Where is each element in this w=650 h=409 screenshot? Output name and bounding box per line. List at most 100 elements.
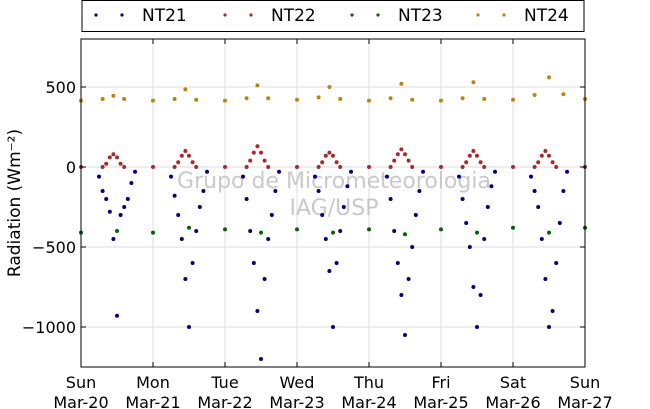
y-tick-label: 0 bbox=[66, 158, 76, 177]
data-point bbox=[262, 158, 267, 163]
x-tick-label-day: Sat bbox=[500, 373, 526, 392]
data-point bbox=[151, 230, 155, 235]
grid bbox=[81, 39, 585, 367]
data-point bbox=[399, 147, 404, 152]
data-point bbox=[125, 197, 130, 201]
data-point bbox=[187, 153, 191, 158]
data-point bbox=[478, 160, 483, 165]
data-point bbox=[320, 160, 325, 165]
x-tick-label-day: Mon bbox=[136, 373, 170, 392]
legend-label: NT23 bbox=[398, 6, 443, 26]
data-point bbox=[439, 165, 443, 169]
data-point bbox=[115, 155, 119, 160]
x-tick-label-date: Mar-23 bbox=[269, 393, 324, 409]
data-point bbox=[244, 165, 249, 169]
x-tick-label-day: Fri bbox=[431, 373, 450, 392]
data-point bbox=[482, 165, 487, 169]
data-point bbox=[277, 169, 281, 174]
data-point bbox=[406, 277, 411, 281]
data-point bbox=[104, 161, 109, 166]
series-NT23 bbox=[79, 225, 587, 237]
data-point bbox=[172, 97, 177, 101]
data-point bbox=[259, 150, 263, 155]
legend-label: NT22 bbox=[271, 6, 316, 26]
y-axis-label: Radiation (Wm⁻²) bbox=[5, 129, 25, 277]
data-point bbox=[367, 98, 371, 103]
data-point bbox=[244, 96, 249, 101]
data-point bbox=[118, 213, 123, 217]
data-point bbox=[244, 197, 249, 201]
data-point bbox=[532, 165, 537, 169]
data-point bbox=[269, 213, 274, 217]
watermark-line-2: IAG/USP bbox=[290, 196, 379, 221]
data-point bbox=[194, 165, 199, 169]
legend-marker bbox=[502, 13, 506, 17]
data-point bbox=[323, 237, 328, 241]
data-point bbox=[399, 81, 404, 86]
data-point bbox=[331, 325, 335, 329]
data-point bbox=[439, 98, 443, 103]
data-point bbox=[536, 205, 541, 209]
data-point bbox=[320, 213, 325, 217]
data-point bbox=[179, 237, 184, 241]
data-point bbox=[388, 165, 393, 169]
data-point bbox=[151, 98, 155, 103]
data-point bbox=[223, 227, 227, 232]
y-tick-label: −1000 bbox=[22, 318, 76, 337]
data-point bbox=[529, 174, 533, 179]
data-point bbox=[115, 313, 119, 318]
x-tick-label-date: Mar-24 bbox=[341, 393, 396, 409]
data-point bbox=[482, 97, 487, 101]
legend: NT21 NT22 NT23 NT24 bbox=[94, 6, 569, 26]
x-tick-label-date: Mar-25 bbox=[413, 393, 468, 409]
data-point bbox=[403, 333, 407, 337]
data-point bbox=[485, 205, 490, 209]
data-point bbox=[111, 237, 116, 241]
data-point bbox=[543, 149, 548, 153]
data-point bbox=[331, 230, 335, 235]
data-point bbox=[316, 165, 321, 169]
data-point bbox=[255, 83, 260, 88]
data-point bbox=[100, 189, 105, 193]
data-point bbox=[183, 87, 188, 92]
data-point bbox=[172, 165, 177, 169]
data-point bbox=[316, 95, 321, 100]
y-tick-label: 500 bbox=[45, 78, 76, 97]
data-point bbox=[464, 160, 469, 165]
data-point bbox=[190, 160, 195, 165]
data-point bbox=[489, 184, 494, 189]
y-tick-label: −500 bbox=[32, 238, 76, 257]
data-point bbox=[295, 97, 299, 102]
data-point bbox=[111, 152, 116, 157]
data-point bbox=[410, 245, 415, 249]
data-point bbox=[550, 309, 555, 313]
data-point bbox=[511, 225, 515, 230]
series-NT24 bbox=[79, 75, 587, 103]
data-point bbox=[122, 165, 127, 169]
data-point bbox=[493, 169, 497, 174]
data-point bbox=[511, 97, 515, 102]
data-point bbox=[565, 169, 569, 174]
data-point bbox=[118, 161, 123, 166]
data-point bbox=[482, 237, 487, 241]
data-point bbox=[327, 150, 332, 155]
data-point bbox=[561, 92, 566, 97]
x-tick-label-date: Mar-20 bbox=[53, 393, 108, 409]
data-point bbox=[197, 205, 202, 209]
data-point bbox=[194, 97, 199, 102]
legend-marker bbox=[376, 13, 380, 17]
data-point bbox=[151, 165, 155, 169]
data-point bbox=[248, 229, 253, 233]
data-point bbox=[266, 237, 271, 241]
data-points bbox=[79, 75, 587, 361]
legend-marker bbox=[120, 13, 124, 17]
data-point bbox=[410, 165, 415, 169]
legend-label: NT21 bbox=[142, 6, 187, 26]
x-tick-label-day: Wed bbox=[280, 373, 315, 392]
data-point bbox=[122, 97, 127, 101]
data-point bbox=[410, 97, 415, 102]
plot-area bbox=[81, 39, 585, 367]
data-point bbox=[266, 165, 271, 169]
data-point bbox=[460, 96, 465, 101]
legend-marker bbox=[94, 13, 98, 17]
